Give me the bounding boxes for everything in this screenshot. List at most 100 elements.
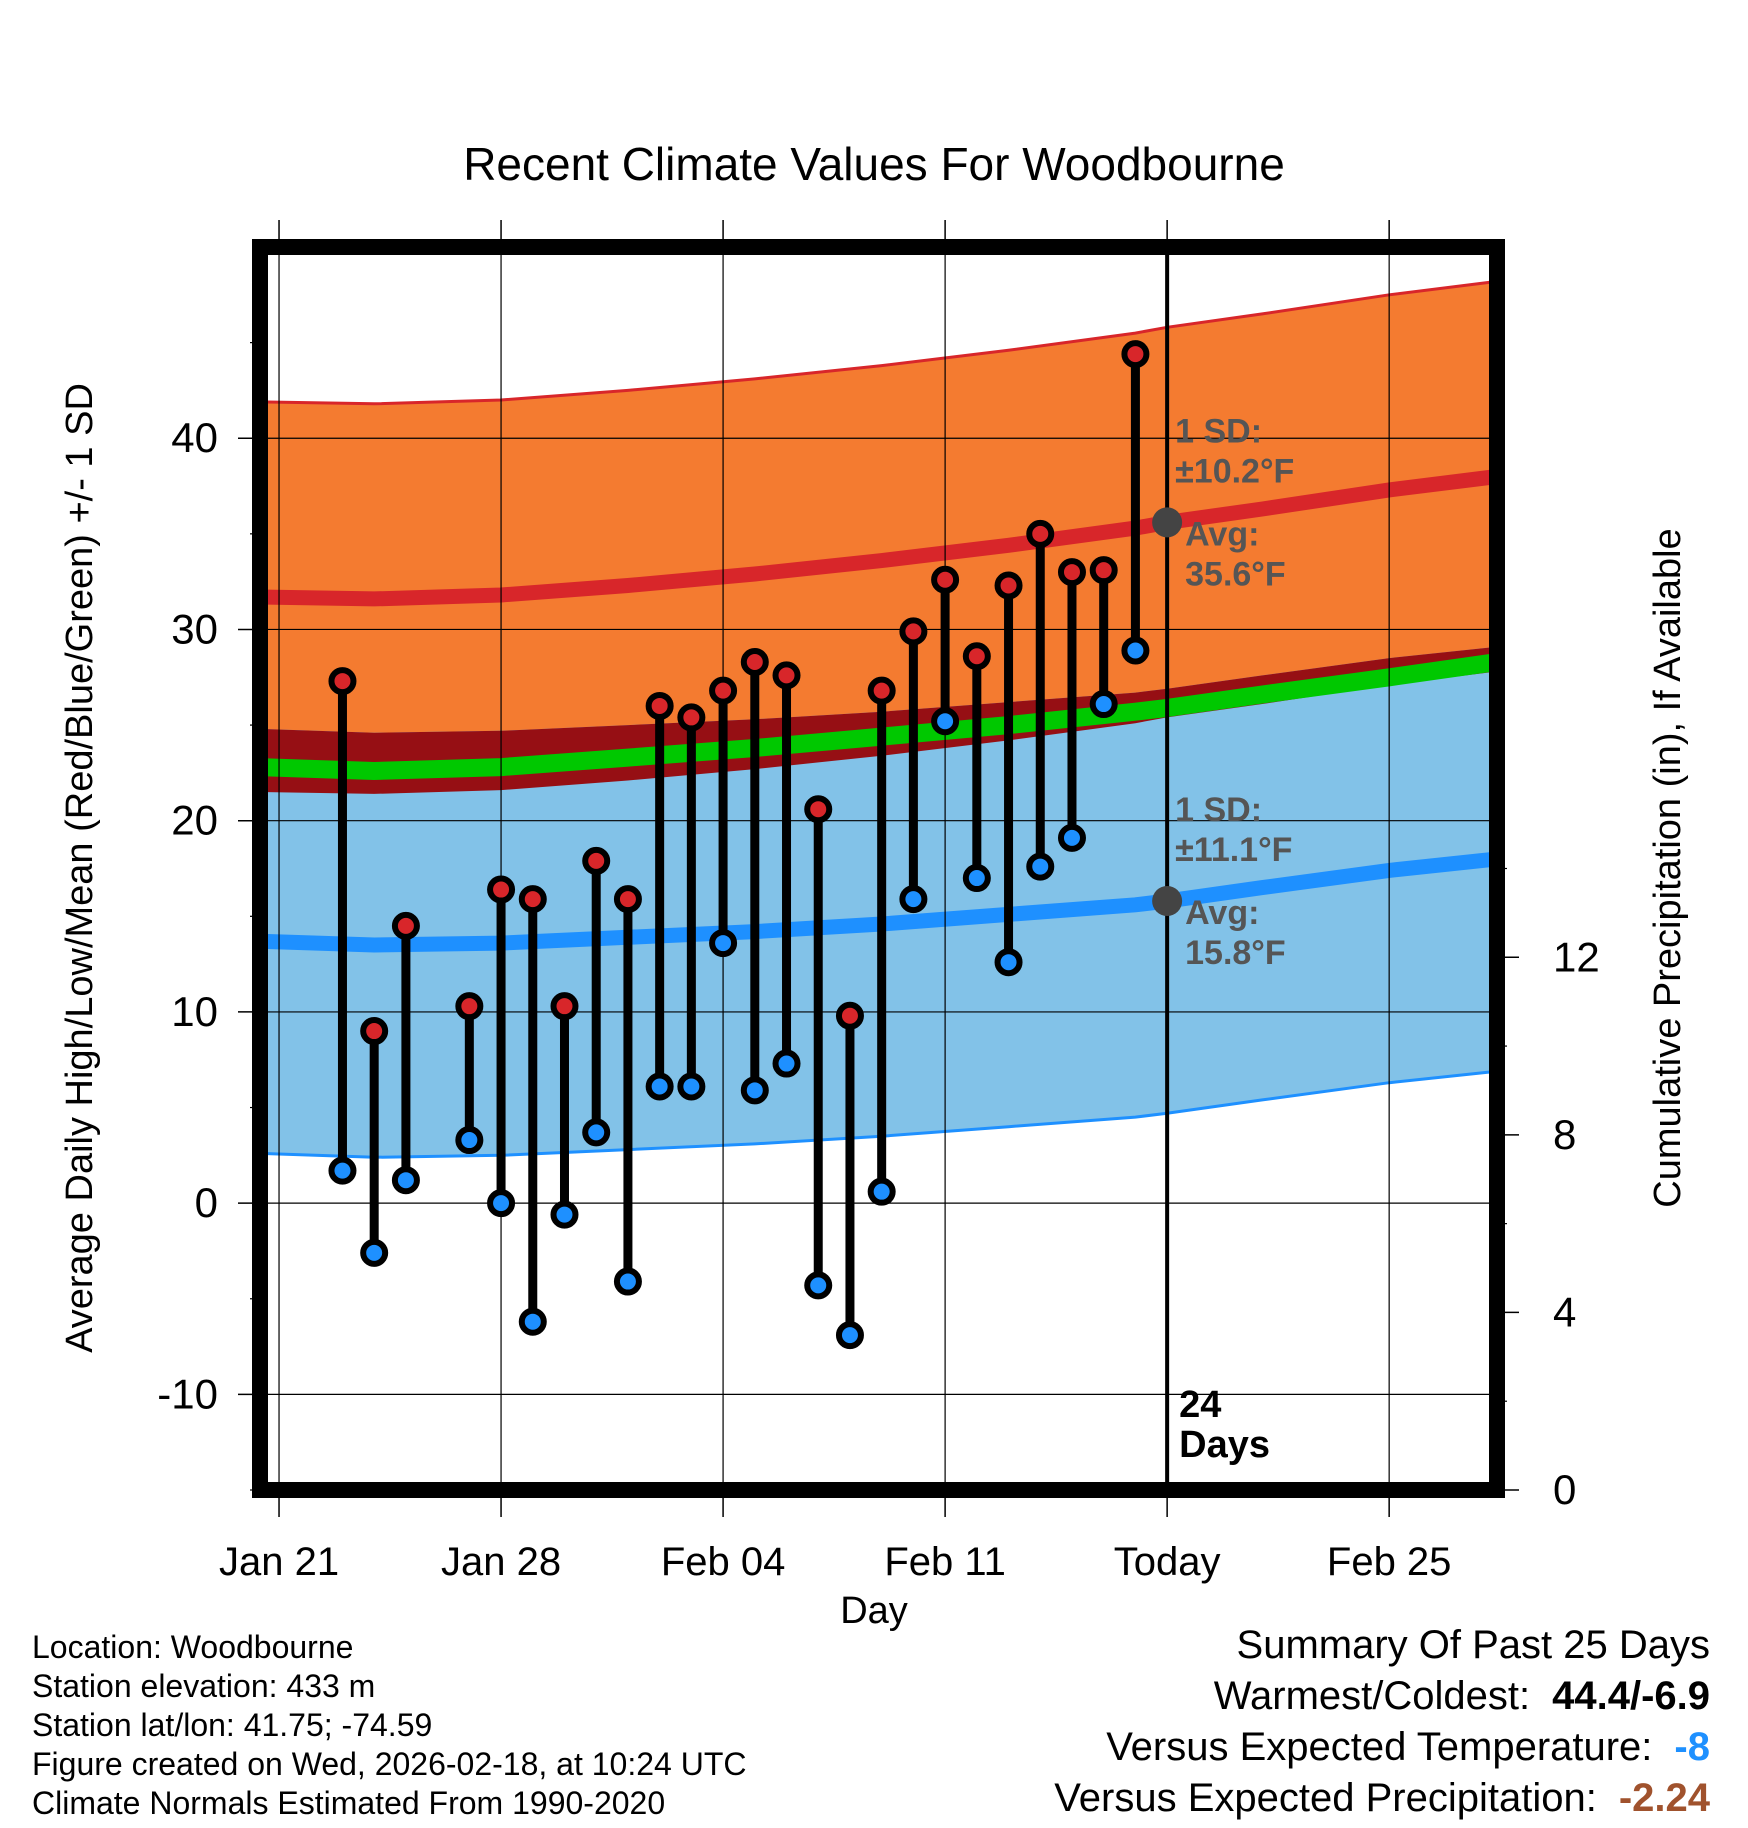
normals-text: Climate Normals Estimated From 1990-2020 <box>32 1785 666 1821</box>
elevation-text: Station elevation: 433 m <box>32 1668 376 1704</box>
annotation-text: 1 SD: <box>1175 412 1262 450</box>
low-point <box>550 1200 579 1229</box>
annotation-text: 15.8°F <box>1185 934 1286 972</box>
low-point <box>1026 852 1055 881</box>
low-point <box>867 1177 896 1206</box>
days-count-label: 24 <box>1179 1384 1221 1426</box>
low-point <box>709 929 738 958</box>
low-point <box>391 1166 420 1195</box>
low-point <box>455 1126 484 1155</box>
axes: -10 0 10 20 30 40 0 4 8 12 Jan 21 Jan 28 Feb 04 Feb 1… <box>157 220 1600 1584</box>
low-point <box>328 1156 357 1185</box>
high-point <box>613 885 642 914</box>
high-point <box>391 911 420 940</box>
summary-precip-row: Versus Expected Precipitation: -2.24 <box>1054 1773 1710 1824</box>
days-count-label: Days <box>1179 1424 1270 1466</box>
annotation-text: ±11.1°F <box>1175 831 1292 869</box>
warmest-label: Warmest/Coldest: <box>1213 1674 1531 1718</box>
created-text: Figure created on Wed, 2026-02-18, at 10… <box>32 1746 747 1782</box>
high-point <box>931 565 960 594</box>
high-point <box>677 703 706 732</box>
high-point <box>1089 556 1118 585</box>
high-point <box>1057 558 1086 587</box>
x-tick-label: Today <box>1114 1540 1221 1584</box>
high-point <box>835 1001 864 1030</box>
low-point <box>518 1307 547 1336</box>
high-point <box>1026 519 1055 548</box>
temp-value: -8 <box>1674 1725 1710 1769</box>
y-tick-label: 20 <box>171 797 218 844</box>
low-point <box>899 885 928 914</box>
low-point <box>613 1267 642 1296</box>
x-tick-label: Feb 25 <box>1327 1540 1452 1584</box>
high-point <box>709 676 738 705</box>
high-point <box>899 617 928 646</box>
y-tick-label: 30 <box>171 605 218 652</box>
x-tick-label: Jan 21 <box>219 1540 339 1584</box>
high-sd-band <box>260 281 1497 794</box>
high-point <box>867 676 896 705</box>
today-normal-marker <box>1152 886 1183 917</box>
low-point <box>772 1049 801 1078</box>
low-point <box>804 1271 833 1300</box>
y-axis-label: Average Daily High/Low/Mean (Red/Blue/Gr… <box>59 383 101 1353</box>
low-point <box>994 948 1023 977</box>
daily-observations <box>328 340 1150 1350</box>
temp-label: Versus Expected Temperature: <box>1106 1725 1653 1769</box>
y2-tick-label: 12 <box>1553 933 1600 980</box>
x-tick-label: Feb 04 <box>661 1540 786 1584</box>
y-tick-label: 0 <box>195 1179 218 1226</box>
today-normal-marker <box>1152 507 1183 538</box>
high-point <box>645 691 674 720</box>
y2-axis-label: Cumulative Precipitation (in), If Availa… <box>1647 528 1689 1207</box>
high-point <box>360 1017 389 1046</box>
latlon-text: Station lat/lon: 41.75; -74.59 <box>32 1707 433 1743</box>
summary-warmest-row: Warmest/Coldest: 44.4/-6.9 <box>1054 1671 1710 1722</box>
low-point <box>1057 823 1086 852</box>
high-point <box>772 661 801 690</box>
x-tick-label: Feb 11 <box>884 1540 1006 1584</box>
annotation-text: 1 SD: <box>1175 791 1262 829</box>
low-point <box>582 1118 611 1147</box>
y2-tick-label: 8 <box>1553 1111 1576 1158</box>
summary-panel: Summary Of Past 25 Days Warmest/Coldest:… <box>1054 1620 1710 1824</box>
low-point <box>931 707 960 736</box>
high-point <box>994 571 1023 600</box>
low-point <box>740 1076 769 1105</box>
high-point <box>487 875 516 904</box>
low-point <box>487 1189 516 1218</box>
high-point <box>804 795 833 824</box>
low-point <box>677 1072 706 1101</box>
annotation-text: Avg: <box>1185 515 1259 553</box>
high-point <box>962 642 991 671</box>
annotation-text: ±10.2°F <box>1175 452 1294 490</box>
high-point <box>582 846 611 875</box>
low-point <box>835 1321 864 1350</box>
summary-temp-row: Versus Expected Temperature: -8 <box>1054 1722 1710 1773</box>
annotation-text: Avg: <box>1185 894 1259 932</box>
chart-title: Recent Climate Values For Woodbourne <box>463 138 1285 190</box>
precip-value: -2.24 <box>1618 1776 1710 1820</box>
warmest-value: 44.4/-6.9 <box>1552 1674 1710 1718</box>
low-point <box>360 1238 389 1267</box>
low-point <box>1089 690 1118 719</box>
y-tick-label: 10 <box>171 988 218 1035</box>
y-tick-label: 40 <box>171 414 218 461</box>
y2-tick-label: 4 <box>1553 1288 1576 1335</box>
y-tick-label: -10 <box>157 1370 218 1417</box>
low-point <box>1121 636 1150 665</box>
annotation-text: 35.6°F <box>1185 555 1286 593</box>
high-point <box>328 667 357 696</box>
precip-label: Versus Expected Precipitation: <box>1054 1776 1597 1820</box>
high-point <box>550 992 579 1021</box>
low-point <box>962 864 991 893</box>
x-axis-label: Day <box>840 1590 908 1632</box>
high-point <box>740 647 769 676</box>
high-point <box>455 992 484 1021</box>
location-text: Location: Woodbourne <box>32 1629 354 1665</box>
x-tick-label: Jan 28 <box>441 1540 561 1584</box>
station-info: Location: Woodbourne Station elevation: … <box>32 1628 746 1823</box>
summary-title: Summary Of Past 25 Days <box>1236 1623 1710 1667</box>
